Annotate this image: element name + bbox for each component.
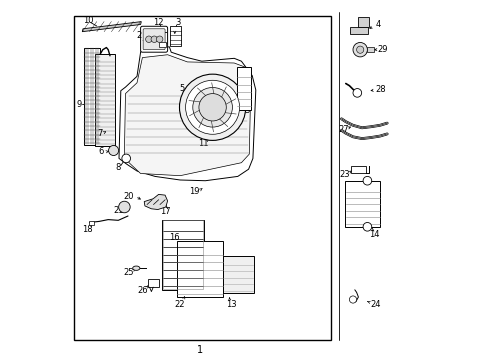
- Bar: [163, 220, 202, 289]
- FancyBboxPatch shape: [141, 26, 168, 52]
- Bar: [345, 181, 380, 227]
- Circle shape: [109, 145, 119, 156]
- Circle shape: [156, 36, 163, 42]
- Text: 23: 23: [340, 170, 350, 179]
- Bar: [84, 48, 100, 145]
- Text: 20: 20: [124, 192, 134, 201]
- Bar: [351, 166, 366, 173]
- Text: 26: 26: [137, 287, 147, 295]
- Polygon shape: [144, 194, 168, 210]
- Bar: [350, 27, 368, 34]
- Circle shape: [349, 296, 357, 303]
- Text: 16: 16: [169, 233, 179, 242]
- Text: 28: 28: [376, 85, 387, 94]
- Text: 15: 15: [240, 107, 250, 115]
- Bar: [74, 16, 331, 340]
- Bar: [176, 241, 223, 297]
- Ellipse shape: [133, 266, 140, 270]
- Text: 5: 5: [179, 84, 185, 93]
- Bar: [358, 17, 369, 27]
- Polygon shape: [124, 55, 251, 176]
- Text: 13: 13: [226, 300, 237, 309]
- Bar: [159, 42, 166, 47]
- Text: 18: 18: [82, 225, 93, 234]
- Bar: [148, 279, 159, 287]
- Text: 25: 25: [124, 269, 134, 277]
- Circle shape: [363, 176, 372, 185]
- Circle shape: [199, 94, 226, 121]
- Bar: [223, 256, 254, 293]
- Text: 12: 12: [152, 18, 163, 27]
- Circle shape: [186, 80, 240, 134]
- Bar: [159, 32, 167, 43]
- Text: 17: 17: [161, 207, 171, 216]
- Bar: [368, 47, 374, 52]
- Text: 9: 9: [76, 100, 81, 109]
- Text: 2: 2: [137, 31, 142, 40]
- Text: 22: 22: [174, 300, 185, 309]
- Polygon shape: [119, 47, 256, 181]
- Text: 19: 19: [189, 187, 199, 196]
- Text: 1: 1: [197, 345, 203, 355]
- Circle shape: [193, 87, 232, 127]
- Circle shape: [119, 201, 130, 213]
- Text: 3: 3: [176, 18, 181, 27]
- Text: 14: 14: [369, 230, 380, 239]
- Circle shape: [357, 46, 364, 53]
- Bar: [95, 54, 116, 146]
- Text: 7: 7: [98, 129, 103, 138]
- Circle shape: [353, 42, 368, 57]
- Text: 27: 27: [339, 125, 349, 134]
- Circle shape: [179, 74, 245, 140]
- Text: 6: 6: [98, 148, 104, 156]
- Text: 21: 21: [113, 206, 123, 215]
- Bar: [237, 67, 251, 110]
- Circle shape: [363, 222, 372, 231]
- Circle shape: [205, 99, 220, 115]
- Bar: [162, 220, 204, 290]
- Circle shape: [122, 154, 130, 163]
- Text: 4: 4: [375, 20, 381, 29]
- Text: 11: 11: [198, 139, 209, 148]
- Text: 29: 29: [377, 45, 388, 54]
- Text: 8: 8: [116, 163, 121, 172]
- Circle shape: [146, 36, 152, 42]
- Text: 24: 24: [370, 300, 381, 309]
- Polygon shape: [82, 22, 141, 32]
- Circle shape: [151, 36, 157, 42]
- Text: 10: 10: [83, 16, 94, 25]
- Bar: [170, 26, 181, 46]
- Circle shape: [353, 89, 362, 97]
- FancyBboxPatch shape: [143, 29, 165, 50]
- Bar: [90, 221, 94, 225]
